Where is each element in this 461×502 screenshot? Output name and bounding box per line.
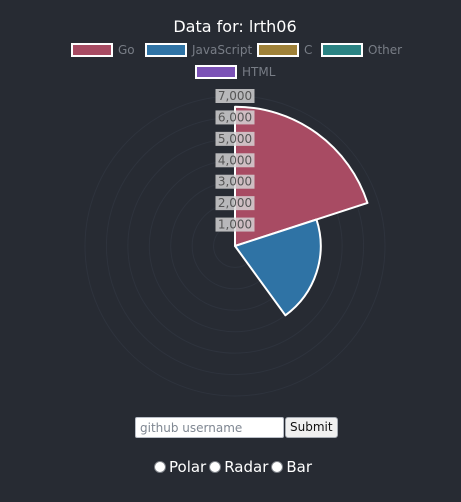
radial-tick-label: 7,000: [215, 89, 255, 103]
chart-title: Data for: lrth06: [173, 17, 296, 36]
legend-item-go[interactable]: Go: [71, 43, 135, 57]
submit-button[interactable]: Submit: [285, 417, 338, 438]
bar-option[interactable]: Bar: [271, 458, 312, 476]
polar-area-chart-area: Data for: lrth06 Go JavaScript C Other HTML 1,…: [71, 17, 403, 317]
legend-swatch: [145, 43, 187, 57]
legend-swatch: [257, 43, 299, 57]
radial-tick-label: 5,000: [215, 131, 255, 146]
polar-slice-go[interactable]: [234, 105, 369, 247]
legend-label: HTML: [242, 65, 276, 79]
polar-option[interactable]: Polar: [154, 458, 206, 476]
legend-swatch: [321, 43, 363, 57]
legend-label: C: [304, 43, 312, 57]
radar-radio-button[interactable]: [209, 461, 222, 473]
radar-option-label: Radar: [224, 458, 269, 476]
radial-tick-text: 4,000: [218, 153, 252, 167]
radial-tick-background: [215, 110, 255, 125]
legend-label: JavaScript: [191, 43, 252, 57]
radial-tick-text: 3,000: [218, 175, 252, 189]
radar-option[interactable]: Radar: [209, 458, 268, 476]
radial-tick-label: 6,000: [215, 110, 255, 125]
bar-option-label: Bar: [286, 458, 313, 476]
polar-slice-javascript[interactable]: [234, 218, 322, 317]
polar-option-label: Polar: [169, 458, 207, 476]
legend-swatch: [195, 65, 237, 79]
legend-item-javascript[interactable]: JavaScript: [145, 43, 252, 57]
username-form: Submit: [135, 417, 338, 438]
polar-area-chart: Data for: lrth06 Go JavaScript C Other HTML 1,…: [71, 17, 403, 317]
legend-label: Go: [118, 43, 135, 57]
legend-item-other[interactable]: Other: [321, 43, 402, 57]
legend-label: Other: [368, 43, 402, 57]
radial-tick-background: [215, 196, 255, 211]
radial-tick-label: 1,000: [215, 217, 255, 232]
radial-tick-background: [215, 89, 255, 103]
radial-tick-text: 7,000: [218, 89, 252, 103]
chart-type-selector: Polar Radar Bar: [154, 456, 315, 478]
legend-swatch: [71, 43, 113, 57]
radial-tick-label: 4,000: [215, 153, 255, 168]
polar-radio-button[interactable]: [154, 461, 166, 473]
radial-tick-text: 5,000: [218, 132, 252, 146]
radial-tick-text: 2,000: [218, 196, 252, 210]
github-username-input[interactable]: [135, 417, 284, 438]
radial-tick-label: 2,000: [215, 196, 255, 211]
radial-tick-background: [215, 174, 255, 189]
radial-tick-background: [215, 217, 255, 232]
legend-item-html[interactable]: HTML: [195, 65, 276, 79]
bar-radio-button[interactable]: [271, 461, 284, 473]
radial-tick-background: [215, 153, 255, 168]
radial-tick-text: 6,000: [218, 110, 252, 124]
legend-item-c[interactable]: C: [257, 43, 312, 57]
radial-tick-text: 1,000: [218, 218, 252, 232]
radial-tick-label: 3,000: [215, 174, 255, 189]
radial-tick-background: [215, 131, 255, 146]
